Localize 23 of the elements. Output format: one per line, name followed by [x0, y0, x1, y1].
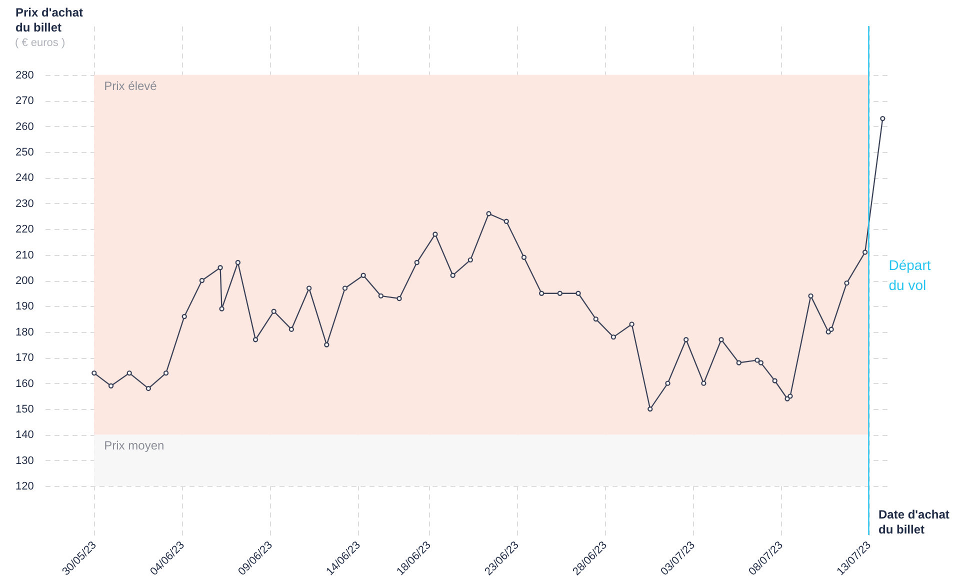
y-tick-label: 260 [16, 120, 34, 133]
y-tick-label: 160 [16, 378, 34, 390]
y-axis-title: Prix d'achat du billet [16, 6, 84, 34]
y-tick-label: 240 [16, 172, 34, 184]
y-tick-label: 280 [16, 69, 34, 82]
y-tick-label: 120 [16, 480, 34, 493]
y-tick-label: 140 [16, 429, 34, 442]
band-label: Prix moyen [104, 438, 164, 453]
y-tick-label: 270 [16, 95, 34, 108]
y-tick-label: 170 [16, 352, 34, 364]
y-tick-label: 200 [16, 275, 34, 287]
x-axis-title: Date d'achat du billet [878, 508, 950, 536]
ref-line-label: Départ du vol [888, 257, 931, 293]
y-tick-label: 250 [16, 146, 34, 158]
y-tick-label: 190 [16, 300, 34, 313]
band-label: Prix élevé [104, 78, 158, 93]
y-tick-label: 220 [16, 224, 34, 236]
y-tick-label: 230 [16, 198, 34, 210]
y-tick-label: 150 [16, 404, 34, 416]
y-tick-label: 130 [16, 454, 34, 467]
y-tick-label: 180 [16, 326, 34, 338]
annotation: ( € euros ) [15, 37, 66, 49]
y-tick-label: 210 [16, 249, 34, 262]
